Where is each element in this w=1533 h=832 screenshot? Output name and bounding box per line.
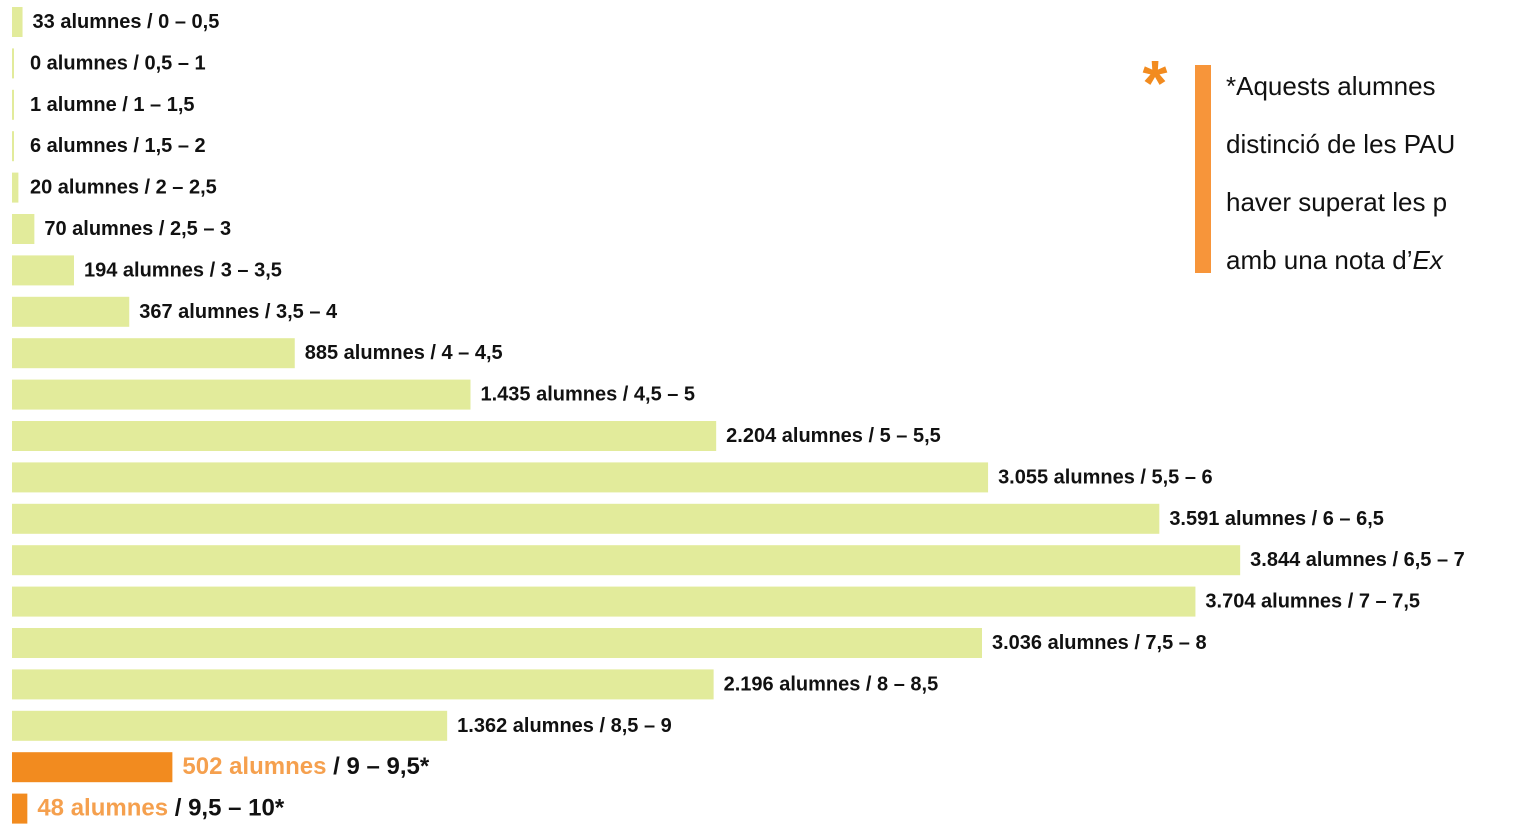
value-label: 1.362 alumnes [457,715,594,737]
annotation-text: amb una nota d’ [1226,245,1412,275]
bar [12,131,14,162]
bar [12,172,19,203]
annotation-text: haver superat les p [1226,187,1447,217]
annotation-line: haver superat les p [1226,187,1447,217]
value-label: 367 alumnes [139,301,259,323]
category-label: / 5 – 5,5 [868,425,940,447]
bar [12,462,989,493]
category-label: / 8 – 8,5 [866,674,938,696]
bar [12,669,714,700]
bar [12,586,1196,617]
category-label: / 0 – 0,5 [147,11,219,33]
category-label: / 2,5 – 3 [159,218,231,240]
annotation-line: amb una nota d’Ex [1226,245,1444,275]
bar-label: 885 alumnes / 4 – 4,5 [305,342,503,364]
value-label: 3.844 alumnes [1250,549,1387,571]
bar-label: 48 alumnes / 9,5 – 10* [37,795,284,822]
bar-label: 502 alumnes / 9 – 9,5* [182,754,429,781]
category-label: / 8,5 – 9 [599,715,671,737]
annotation-text: distinció de les PAU [1226,129,1455,159]
bar [12,545,1241,576]
value-label: 2.204 alumnes [726,425,863,447]
annotation-text: *Aquests alumnes [1226,71,1436,101]
bar [12,421,717,451]
value-label: 33 alumnes [33,11,142,33]
value-label: 194 alumnes [84,260,204,282]
bar [12,379,471,410]
bar [12,255,74,286]
bar-label: 6 alumnes / 1,5 – 2 [30,135,206,157]
bar [12,503,1160,534]
value-label: 70 alumnes [44,218,153,240]
value-label: 3.704 alumnes [1205,591,1342,613]
category-label: / 2 – 2,5 [145,177,217,199]
value-label: 885 alumnes [305,342,425,364]
bar-label: 367 alumnes / 3,5 – 4 [139,301,338,323]
bar-label: 0 alumnes / 0,5 – 1 [30,53,206,75]
category-label: / 9 – 9,5* [333,754,430,781]
value-label: 3.055 alumnes [998,467,1135,489]
bar [12,752,173,783]
bar [12,793,28,824]
bar-label: 70 alumnes / 2,5 – 3 [44,218,231,240]
value-label: 20 alumnes [30,177,139,199]
bar-label: 1 alumne / 1 – 1,5 [30,94,195,116]
category-label: / 9,5 – 10* [175,795,285,822]
annotation-bar [1195,65,1211,273]
bar-label: 20 alumnes / 2 – 2,5 [30,177,217,199]
bar [12,296,130,327]
category-label: / 7 – 7,5 [1348,591,1420,613]
value-label: 3.591 alumnes [1169,508,1306,530]
bar-label: 2.196 alumnes / 8 – 8,5 [724,674,939,696]
bar-label: 3.591 alumnes / 6 – 6,5 [1169,508,1384,530]
bar-label: 194 alumnes / 3 – 3,5 [84,260,282,282]
bar [12,7,23,37]
value-label: 502 alumnes [182,754,326,781]
category-label: / 3 – 3,5 [210,260,282,282]
category-label: / 4 – 4,5 [430,342,502,364]
category-label: / 0,5 – 1 [133,53,205,75]
category-label: / 1 – 1,5 [122,94,194,116]
value-label: 48 alumnes [37,795,168,822]
category-label: / 3,5 – 4 [265,301,338,323]
annotation-line: distinció de les PAU [1226,129,1455,159]
bar-label: 3.055 alumnes / 5,5 – 6 [998,467,1213,489]
value-label: 0 alumnes [30,53,128,75]
bar-label: 3.036 alumnes / 7,5 – 8 [992,632,1207,654]
annotation-text: Ex [1412,245,1443,275]
bar [12,628,983,658]
bar [12,214,35,244]
category-label: / 5,5 – 6 [1140,467,1212,489]
value-label: 2.196 alumnes [724,674,861,696]
annotation-mark: * [1143,47,1168,119]
category-label: / 1,5 – 2 [133,135,205,157]
bar [12,48,14,79]
value-label: 3.036 alumnes [992,632,1129,654]
category-label: / 6 – 6,5 [1312,508,1384,530]
value-label: 1.435 alumnes [480,384,617,406]
category-label: / 4,5 – 5 [623,384,695,406]
bar [12,89,14,120]
category-label: / 6,5 – 7 [1392,549,1464,571]
bar [12,338,295,369]
value-label: 6 alumnes [30,135,128,157]
bar-label: 33 alumnes / 0 – 0,5 [33,11,220,33]
annotation-line: *Aquests alumnes [1226,71,1436,101]
bar-label: 2.204 alumnes / 5 – 5,5 [726,425,941,447]
bar-label: 1.362 alumnes / 8,5 – 9 [457,715,672,737]
bar-label: 1.435 alumnes / 4,5 – 5 [480,384,695,406]
value-label: 1 alumne [30,94,117,116]
bar-label: 3.704 alumnes / 7 – 7,5 [1205,591,1420,613]
bar [12,710,448,741]
bar-label: 3.844 alumnes / 6,5 – 7 [1250,549,1465,571]
category-label: / 7,5 – 8 [1134,632,1206,654]
